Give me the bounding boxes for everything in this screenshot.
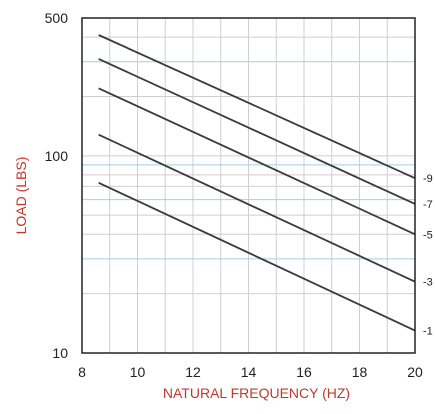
y-axis-title: LOAD (LBS) xyxy=(13,157,29,235)
series-label: -1 xyxy=(423,326,433,338)
x-tick-label: 8 xyxy=(78,364,86,380)
x-tick-label: 16 xyxy=(296,364,312,380)
y-tick-label: 10 xyxy=(52,345,68,361)
series-line xyxy=(98,181,416,332)
series-line xyxy=(98,133,416,283)
series-line xyxy=(98,87,416,236)
x-axis-title: NATURAL FREQUENCY (HZ) xyxy=(163,385,350,401)
series-lines xyxy=(98,34,416,332)
y-tick-label: 100 xyxy=(45,148,69,164)
series-label: -7 xyxy=(423,199,433,211)
series-labels: -9 -7 -5 -3 -1 xyxy=(423,173,433,337)
series-label: -9 xyxy=(423,173,433,185)
series-label: -3 xyxy=(423,277,433,289)
x-tick-label: 14 xyxy=(241,364,257,380)
x-tick-label: 12 xyxy=(185,364,201,380)
x-tick-label: 20 xyxy=(407,364,423,380)
x-tick-label: 10 xyxy=(130,364,146,380)
y-tick-label: 500 xyxy=(45,10,69,26)
plot-frame xyxy=(81,17,416,354)
tick-labels: 8 10 12 14 16 18 20 500 100 10 xyxy=(45,10,423,380)
series-line xyxy=(98,34,416,180)
series-label: -5 xyxy=(423,229,433,241)
series-line xyxy=(98,58,416,205)
x-tick-label: 18 xyxy=(352,364,368,380)
grid xyxy=(82,18,415,353)
